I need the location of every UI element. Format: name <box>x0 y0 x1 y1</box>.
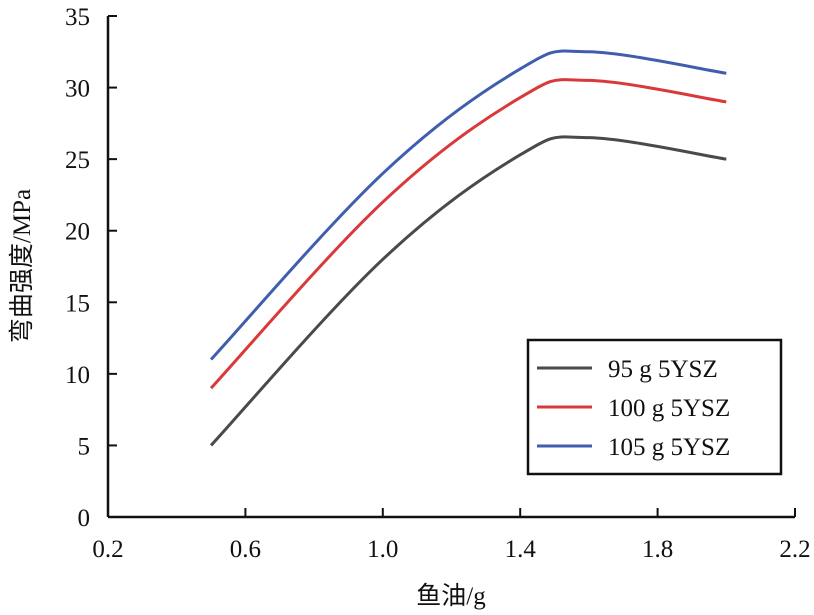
legend-label: 100 g 5YSZ <box>608 395 730 422</box>
y-tick-label: 20 <box>65 219 90 246</box>
y-tick-label: 15 <box>65 290 90 317</box>
x-tick-label: 1.8 <box>642 536 673 563</box>
x-tick-label: 1.4 <box>505 536 537 563</box>
x-tick-label: 0.2 <box>92 536 123 563</box>
x-tick-label: 2.2 <box>779 536 810 563</box>
series-line-3 <box>209 49 727 361</box>
y-tick-label: 30 <box>65 76 90 103</box>
x-tick-label: 1.0 <box>367 536 398 563</box>
y-tick-label: 5 <box>78 433 91 460</box>
legend: 95 g 5YSZ 100 g 5YSZ 105 g 5YSZ <box>526 338 783 476</box>
series-group <box>209 49 727 447</box>
legend-label: 105 g 5YSZ <box>608 434 730 461</box>
y-tick-label: 35 <box>65 4 90 31</box>
legend-label: 95 g 5YSZ <box>608 356 718 383</box>
y-tick-label: 25 <box>65 147 90 174</box>
x-tick-label: 0.6 <box>230 536 261 563</box>
y-axis-title: 弯曲强度/MPa <box>8 189 36 343</box>
y-tick-label: 0 <box>78 505 91 532</box>
axes: 0.2 0.6 1.0 1.4 1.8 2.2 0 5 10 15 20 25 30 35 <box>65 4 811 563</box>
series-line-1 <box>209 135 727 447</box>
y-tick-label: 10 <box>65 362 90 389</box>
x-axis-title: 鱼油/g <box>416 582 486 610</box>
series-line-2 <box>209 78 727 390</box>
